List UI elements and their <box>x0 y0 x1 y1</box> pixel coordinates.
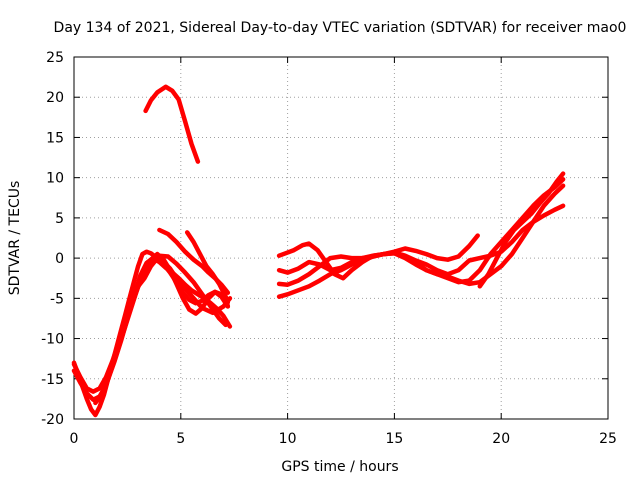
x-tick-label: 10 <box>279 431 297 447</box>
series-line-s1 <box>143 84 201 164</box>
y-tick-label: 10 <box>46 171 64 187</box>
y-tick-label: 20 <box>46 90 64 106</box>
y-tick-label: 5 <box>55 211 64 227</box>
x-tick-label: 15 <box>385 431 403 447</box>
y-tick-label: 15 <box>46 130 64 146</box>
series-group <box>71 84 566 418</box>
series-line-s8 <box>184 230 231 309</box>
x-tick-label: 20 <box>492 431 510 447</box>
x-tick-label: 0 <box>70 431 79 447</box>
plot-frame <box>73 56 609 420</box>
y-tick-label: -10 <box>41 332 64 348</box>
series-line-s10 <box>276 203 566 277</box>
y-tick-label: 25 <box>46 50 64 66</box>
axis-ticks: 0 5 10 15 20 25 -20 -15 -10 -5 0 5 10 15 20 25 <box>41 50 617 447</box>
grid-lines <box>74 57 608 419</box>
series-line-s2 <box>71 249 233 418</box>
y-tick-label: -20 <box>41 412 64 428</box>
x-tick-label: 25 <box>599 431 617 447</box>
y-tick-label: 0 <box>55 251 64 267</box>
x-tick-label: 5 <box>176 431 185 447</box>
series-line-s13 <box>477 171 566 289</box>
chart-title: Day 134 of 2021, Sidereal Day-to-day VTE… <box>54 20 627 36</box>
series-line-s12 <box>276 183 566 299</box>
y-tick-label: -5 <box>50 291 64 307</box>
series-line-s6 <box>135 253 228 328</box>
y-axis-label: SDTVAR / TECUs <box>7 181 23 296</box>
x-axis-label: GPS time / hours <box>281 459 398 475</box>
y-tick-label: -15 <box>41 372 64 388</box>
